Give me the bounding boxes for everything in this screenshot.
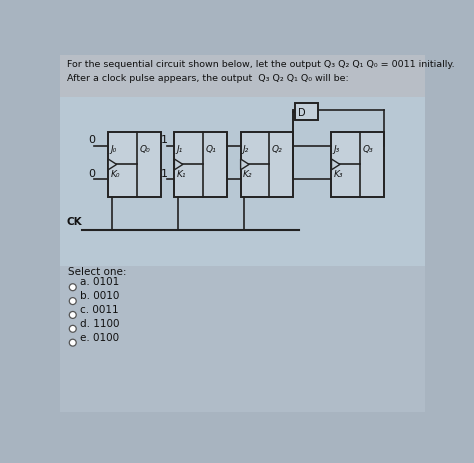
Text: 0: 0	[88, 168, 95, 178]
Bar	[331, 132, 384, 198]
Text: K₀: K₀	[110, 169, 120, 179]
Text: After a clock pulse appears, the output  Q₃ Q₂ Q₁ Q₀ will be:: After a clock pulse appears, the output …	[66, 74, 348, 83]
Text: K₃: K₃	[334, 169, 343, 179]
Circle shape	[69, 284, 76, 291]
Circle shape	[69, 339, 76, 346]
Text: Q₃: Q₃	[363, 144, 374, 154]
Text: D: D	[298, 108, 306, 118]
Polygon shape	[331, 160, 340, 170]
Text: Q₁: Q₁	[206, 144, 216, 154]
Bar	[61, 267, 425, 412]
Text: 1: 1	[161, 134, 167, 144]
Text: e. 0100: e. 0100	[81, 332, 119, 342]
Text: J₁: J₁	[177, 144, 183, 154]
Text: d. 1100: d. 1100	[81, 318, 120, 328]
Bar	[108, 132, 161, 198]
Circle shape	[69, 325, 76, 332]
Polygon shape	[241, 160, 249, 170]
Polygon shape	[174, 160, 183, 170]
Text: c. 0011: c. 0011	[81, 304, 119, 314]
Text: Q₂: Q₂	[272, 144, 283, 154]
Text: Q₀: Q₀	[139, 144, 150, 154]
Text: J₃: J₃	[334, 144, 340, 154]
Text: CK: CK	[66, 217, 82, 226]
Polygon shape	[108, 160, 117, 170]
Text: a. 0101: a. 0101	[81, 276, 120, 287]
Bar	[241, 132, 293, 198]
Bar	[61, 56, 425, 98]
Text: Select one:: Select one:	[68, 267, 127, 276]
Bar	[174, 132, 227, 198]
Bar	[61, 98, 425, 267]
Bar	[295, 104, 319, 121]
Text: For the sequential circuit shown below, let the output Q₃ Q₂ Q₁ Q₀ = 0011 initia: For the sequential circuit shown below, …	[66, 60, 454, 69]
Text: K₁: K₁	[177, 169, 186, 179]
Circle shape	[69, 298, 76, 305]
Circle shape	[69, 312, 76, 319]
Text: J₀: J₀	[110, 144, 117, 154]
Text: 1: 1	[161, 168, 167, 178]
Text: 0: 0	[88, 134, 95, 144]
Text: J₂: J₂	[243, 144, 249, 154]
Text: b. 0010: b. 0010	[81, 290, 120, 300]
Text: K₂: K₂	[243, 169, 253, 179]
